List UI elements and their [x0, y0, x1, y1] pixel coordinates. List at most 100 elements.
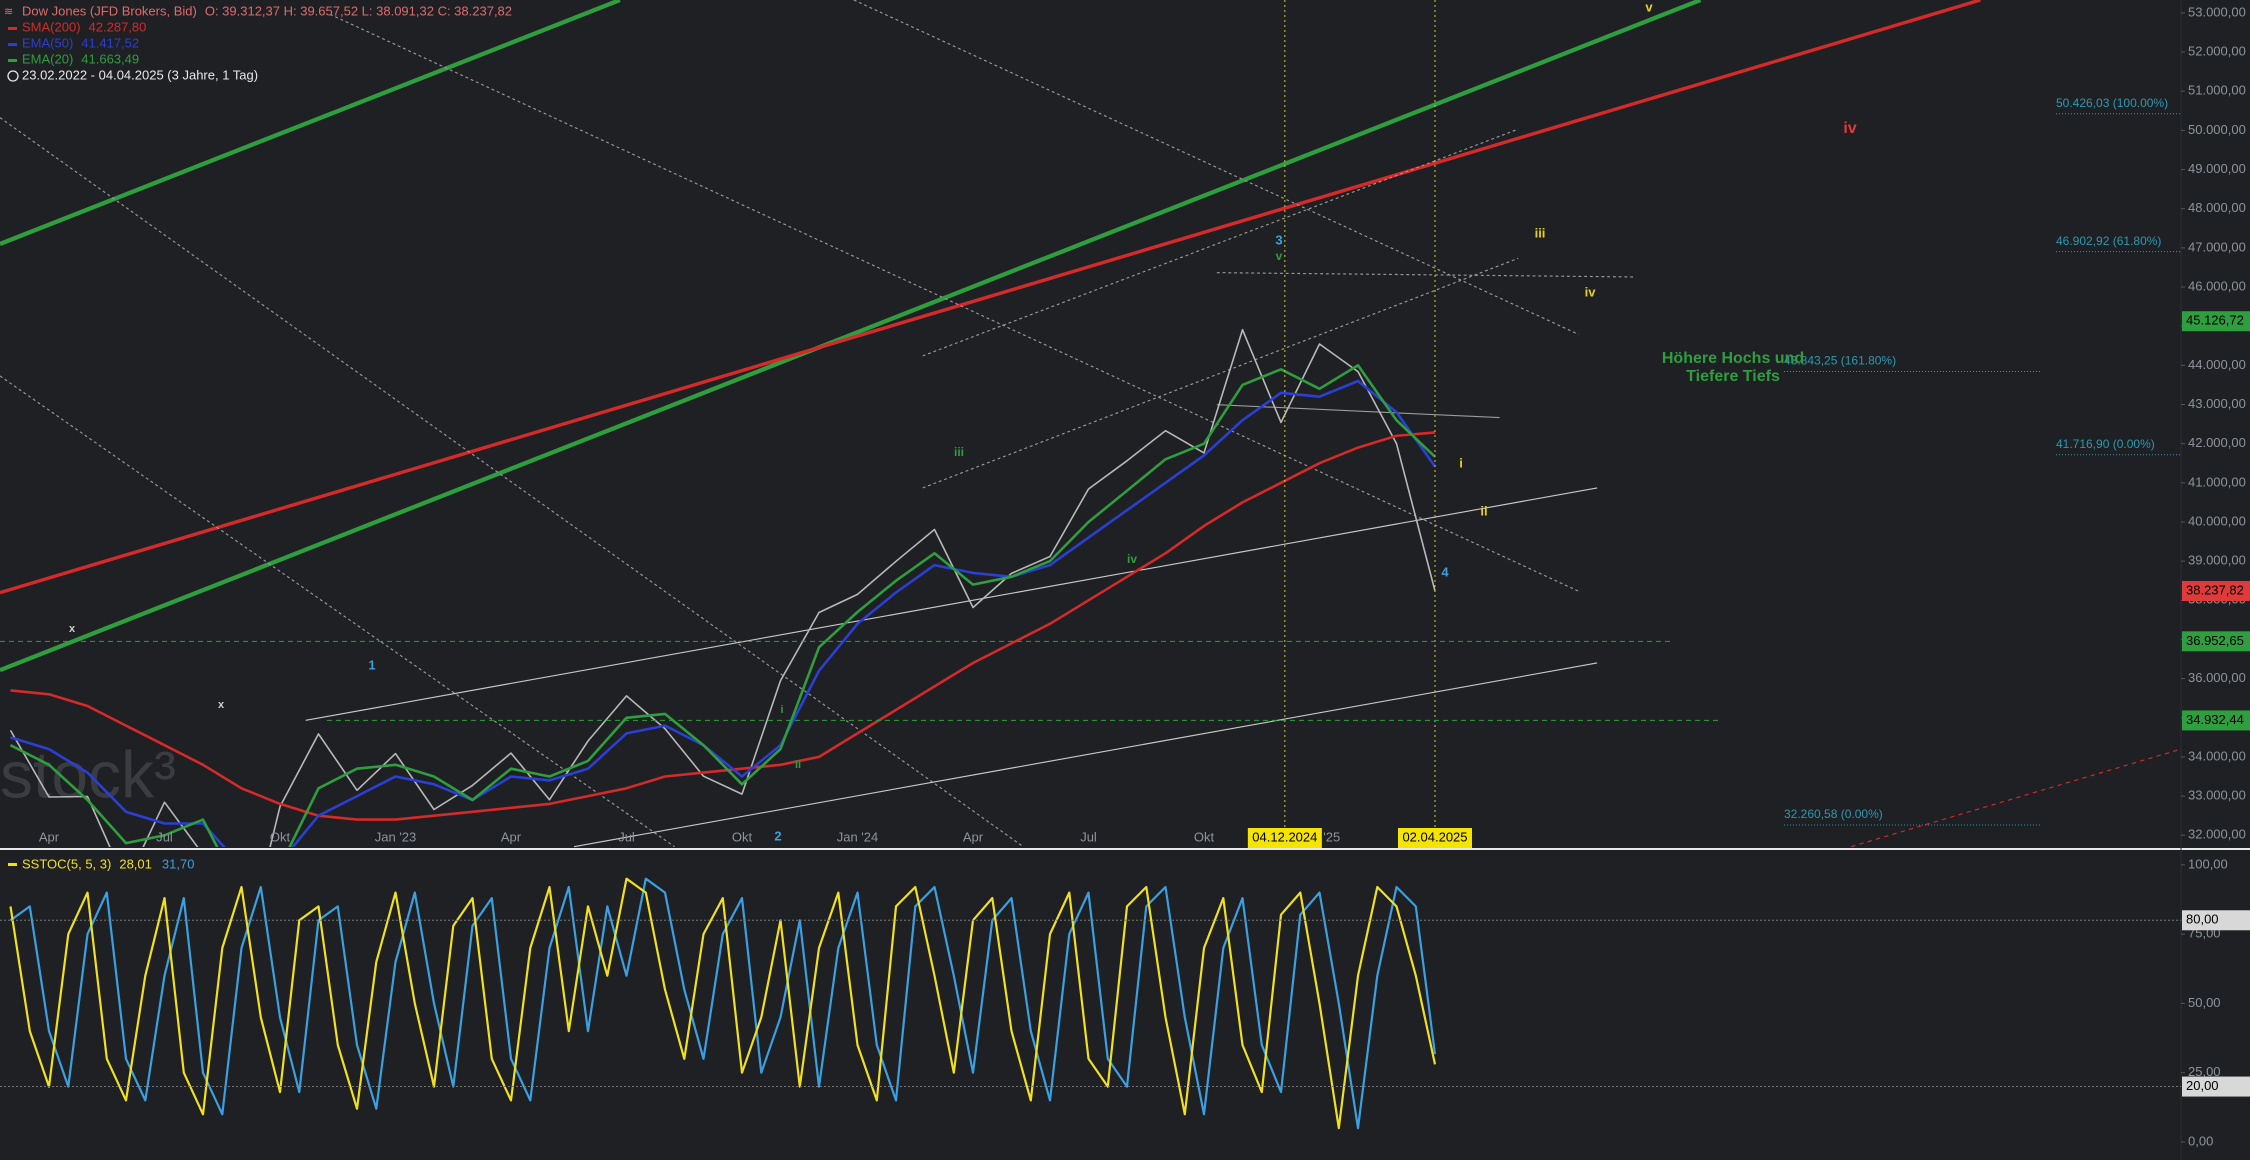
y-tick-label: 41.000,00 [2188, 474, 2246, 489]
y-tick-label: 100,00 [2188, 856, 2228, 871]
x-tick-label: Okt [732, 829, 753, 844]
y-tick-label: 32.000,00 [2188, 827, 2246, 842]
stoch-legend-value: 31,70 [162, 856, 195, 871]
legend-value: 42.287,80 [89, 19, 147, 34]
y-tick-label: 51.000,00 [2188, 83, 2246, 98]
x-tick-label: Apr [39, 829, 60, 844]
wave-label: 4 [1441, 564, 1449, 579]
legend-value: 41.663,49 [81, 51, 139, 66]
x-tick-label: Jul [156, 829, 173, 844]
price-marker [2182, 631, 2250, 652]
level-box [2182, 910, 2250, 931]
price-marker [2182, 311, 2250, 332]
wave-label: i [1459, 455, 1463, 470]
price-marker [2182, 580, 2250, 601]
legend-name: EMA(50) [22, 35, 73, 50]
x-tick-label: Jul [1080, 829, 1097, 844]
x-tick-label: Jul [618, 829, 635, 844]
price-marker [2182, 710, 2250, 731]
legend-value: 41.417,52 [81, 35, 139, 50]
wave-label: i [780, 704, 783, 716]
y-tick-label: 40.000,00 [2188, 513, 2246, 528]
y-tick-label: 43.000,00 [2188, 396, 2246, 411]
wave-label: x [69, 623, 76, 635]
y-tick-label: 52.000,00 [2188, 44, 2246, 59]
stoch-swatch [8, 863, 17, 866]
wave-label: iv [1843, 120, 1856, 137]
wave-label: Höhere Hochs und [1662, 350, 1804, 367]
legend-name: EMA(20) [22, 51, 73, 66]
header-range: 23.02.2022 - 04.04.2025 (3 Jahre, 1 Tag) [22, 67, 258, 82]
wave-label: v [1276, 249, 1283, 263]
y-tick-label: 44.000,00 [2188, 357, 2246, 372]
wave-label: iv [1127, 552, 1137, 566]
y-tick-label: 39.000,00 [2188, 553, 2246, 568]
range-icon [7, 70, 19, 82]
y-tick-label: 47.000,00 [2188, 239, 2246, 254]
y-tick-label: 25,00 [2188, 1064, 2221, 1079]
x-tick-label: Jan '23 [375, 829, 417, 844]
y-tick-label: 48.000,00 [2188, 200, 2246, 215]
y-tick-label: 0,00 [2188, 1133, 2213, 1148]
legend-swatch [8, 59, 17, 62]
level-label: 80,00 [2186, 912, 2219, 927]
wave-label: 1 [368, 657, 375, 672]
date-label: 02.04.2025 [1402, 829, 1467, 844]
legend-swatch [8, 43, 17, 46]
x-tick-label: Apr [963, 829, 984, 844]
fib-label: 50.426,03 (100.00%) [2056, 96, 2168, 110]
fib-label: 43.843,25 (161.80%) [1784, 354, 1896, 368]
wave-label: x [218, 699, 225, 711]
level-label: 20,00 [2186, 1078, 2219, 1093]
date-box [1247, 828, 1322, 848]
stoch-title: SSTOC(5, 5, 3) [22, 856, 111, 871]
wave-label: v [1645, 0, 1653, 14]
wave-label: 2 [774, 828, 781, 843]
price-marker-label: 34.932,44 [2186, 712, 2244, 727]
indicator-line [9, 364, 1436, 847]
wave-label: ii [1480, 503, 1487, 518]
header-ohlc: O: 39.312,37 H: 39.657,52 L: 38.091,32 C… [205, 3, 512, 18]
y-tick-label: 34.000,00 [2188, 748, 2246, 763]
y-tick-label: 50,00 [2188, 995, 2221, 1010]
stoch-line [9, 877, 1437, 1130]
wave-label: iv [1585, 284, 1597, 299]
indicator-line [10, 379, 1437, 847]
trend-lines [0, 0, 2182, 848]
y-tick-label: 53.000,00 [2188, 4, 2246, 19]
x-tick-label: Apr [501, 829, 522, 844]
wave-label: ii [795, 759, 801, 771]
price-marker-label: 45.126,72 [2186, 313, 2244, 328]
y-tick-label: 46.000,00 [2188, 278, 2246, 293]
header-title: Dow Jones (JFD Brokers, Bid) [22, 3, 197, 18]
price-marker-label: 36.952,65 [2186, 633, 2244, 648]
price-line [9, 328, 1436, 847]
x-tick-label: Okt [1194, 829, 1215, 844]
legend-swatch [8, 27, 17, 30]
y-tick-label: 36.000,00 [2188, 670, 2246, 685]
main-plot [9, 328, 1437, 847]
date-box [1398, 828, 1472, 848]
y-tick-label: 50.000,00 [2188, 122, 2246, 137]
wave-label: Tiefere Tiefs [1686, 368, 1780, 385]
fib-label: 32.260,58 (0.00%) [1784, 807, 1883, 821]
header-icon: ≋ [4, 6, 13, 18]
wave-label: iii [954, 445, 964, 459]
x-tick-label: Okt [270, 829, 291, 844]
indicator-line [10, 431, 1436, 821]
x-tick-label: Jan '24 [837, 829, 879, 844]
level-box [2182, 1076, 2250, 1097]
y-tick-label: 42.000,00 [2188, 435, 2246, 450]
price-marker-label: 38.237,82 [2186, 582, 2244, 597]
y-tick-label: 49.000,00 [2188, 161, 2246, 176]
legend-name: SMA(200) [22, 19, 81, 34]
wave-label: iii [1535, 225, 1546, 240]
fib-label: 41.716,90 (0.00%) [2056, 437, 2155, 451]
y-tick-label: 33.000,00 [2188, 788, 2246, 803]
fib-label: 46.902,92 (61.80%) [2056, 234, 2161, 248]
date-label: 04.12.2024 [1252, 829, 1317, 844]
wave-label: 3 [1275, 232, 1282, 247]
